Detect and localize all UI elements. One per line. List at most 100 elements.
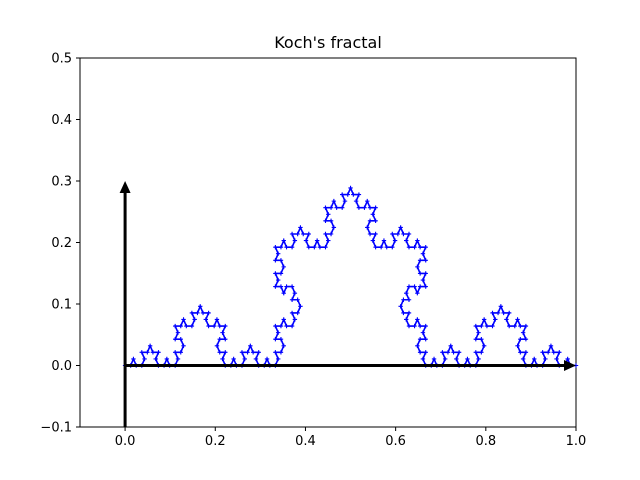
koch-point-marker: [406, 297, 412, 302]
koch-point-marker: [323, 231, 328, 237]
koch-point-marker: [273, 284, 278, 289]
koch-point-marker: [431, 356, 437, 362]
koch-point-marker: [543, 356, 548, 362]
koch-point-marker: [398, 304, 403, 309]
koch-point-marker: [301, 231, 306, 237]
x-tick-label: 0.2: [205, 434, 226, 449]
koch-point-marker: [345, 192, 350, 197]
koch-point-marker: [420, 251, 426, 256]
koch-point-marker: [275, 251, 281, 256]
koch-point-marker: [423, 284, 428, 289]
koch-point-marker: [195, 310, 200, 316]
koch-point-marker: [214, 317, 220, 322]
koch-point-marker: [278, 323, 284, 329]
koch-point-marker: [490, 323, 495, 329]
koch-point-marker: [367, 218, 373, 224]
koch-point-marker: [518, 337, 523, 342]
koch-point-marker: [326, 212, 331, 217]
koch-point-marker: [248, 343, 253, 348]
koch-point-marker: [401, 297, 406, 302]
koch-point-marker: [289, 297, 295, 302]
koch-point-marker: [281, 290, 286, 296]
koch-point-marker: [217, 337, 222, 342]
y-tick-label: 0.3: [51, 175, 72, 190]
koch-point-marker: [504, 317, 509, 322]
koch-point-marker: [273, 244, 278, 250]
koch-point-marker: [473, 350, 478, 355]
koch-point-marker: [412, 323, 417, 329]
koch-point-marker: [515, 317, 520, 322]
koch-point-marker: [545, 350, 551, 355]
koch-point-marker: [417, 271, 423, 276]
koch-point-marker: [417, 350, 423, 355]
koch-point-marker: [423, 271, 428, 276]
koch-point-marker: [275, 330, 281, 335]
koch-point-marker: [353, 198, 359, 204]
koch-point-marker: [281, 343, 286, 348]
koch-point-marker: [172, 350, 178, 355]
koch-point-marker: [323, 218, 328, 224]
koch-point-marker: [220, 330, 225, 335]
koch-point-marker: [328, 231, 334, 237]
x-tick-label: 0.8: [475, 434, 496, 449]
koch-point-marker: [242, 356, 247, 362]
koch-point-marker: [451, 350, 456, 355]
koch-point-marker: [189, 310, 195, 316]
koch-point-marker: [373, 231, 378, 237]
koch-point-marker: [284, 284, 289, 289]
koch-point-marker: [417, 337, 423, 342]
koch-point-marker: [548, 343, 554, 348]
koch-point-marker: [401, 231, 406, 237]
koch-point-marker: [317, 244, 323, 250]
koch-point-marker: [473, 337, 478, 342]
koch-point-marker: [178, 337, 183, 342]
koch-point-marker: [507, 323, 512, 329]
koch-point-marker: [481, 343, 487, 348]
koch-point-marker: [278, 271, 284, 276]
koch-point-marker: [312, 244, 317, 250]
koch-point-marker: [175, 330, 181, 335]
koch-point-marker: [420, 277, 426, 283]
koch-point-marker: [273, 337, 278, 342]
koch-point-marker: [392, 238, 398, 243]
koch-point-marker: [445, 350, 451, 355]
koch-point-marker: [442, 356, 448, 362]
koch-point-marker: [198, 304, 203, 309]
koch-point-marker: [406, 284, 412, 289]
koch-point-marker: [378, 244, 384, 250]
koch-point-marker: [275, 356, 281, 362]
koch-point-marker: [532, 356, 537, 362]
koch-point-marker: [423, 337, 428, 342]
koch-point-marker: [164, 356, 170, 362]
koch-point-marker: [523, 350, 529, 355]
koch-point-marker: [404, 290, 409, 296]
koch-point-marker: [289, 323, 295, 329]
koch-point-marker: [275, 277, 281, 283]
koch-point-marker: [351, 192, 356, 197]
koch-point-marker: [440, 350, 445, 355]
koch-point-marker: [507, 310, 512, 316]
koch-point-marker: [367, 231, 373, 237]
koch-point-marker: [367, 205, 373, 210]
koch-point-marker: [178, 350, 183, 355]
koch-point-marker: [554, 356, 559, 362]
koch-point-marker: [131, 356, 136, 362]
koch-point-marker: [365, 225, 370, 230]
x-tick-label: 1.0: [566, 434, 587, 449]
koch-point-marker: [398, 225, 403, 230]
koch-point-marker: [281, 317, 286, 322]
koch-point-marker: [417, 284, 423, 289]
koch-point-marker: [356, 205, 362, 210]
y-tick-label: 0.2: [51, 236, 72, 251]
koch-point-marker: [448, 343, 453, 348]
koch-point-marker: [348, 185, 353, 191]
koch-point-marker: [328, 218, 334, 224]
koch-point-marker: [184, 323, 189, 329]
koch-point-marker: [479, 337, 484, 342]
koch-point-marker: [278, 244, 284, 250]
koch-point-marker: [231, 356, 236, 362]
koch-point-marker: [303, 238, 309, 243]
koch-point-marker: [298, 304, 303, 309]
koch-point-marker: [192, 317, 197, 322]
koch-point-marker: [223, 337, 228, 342]
